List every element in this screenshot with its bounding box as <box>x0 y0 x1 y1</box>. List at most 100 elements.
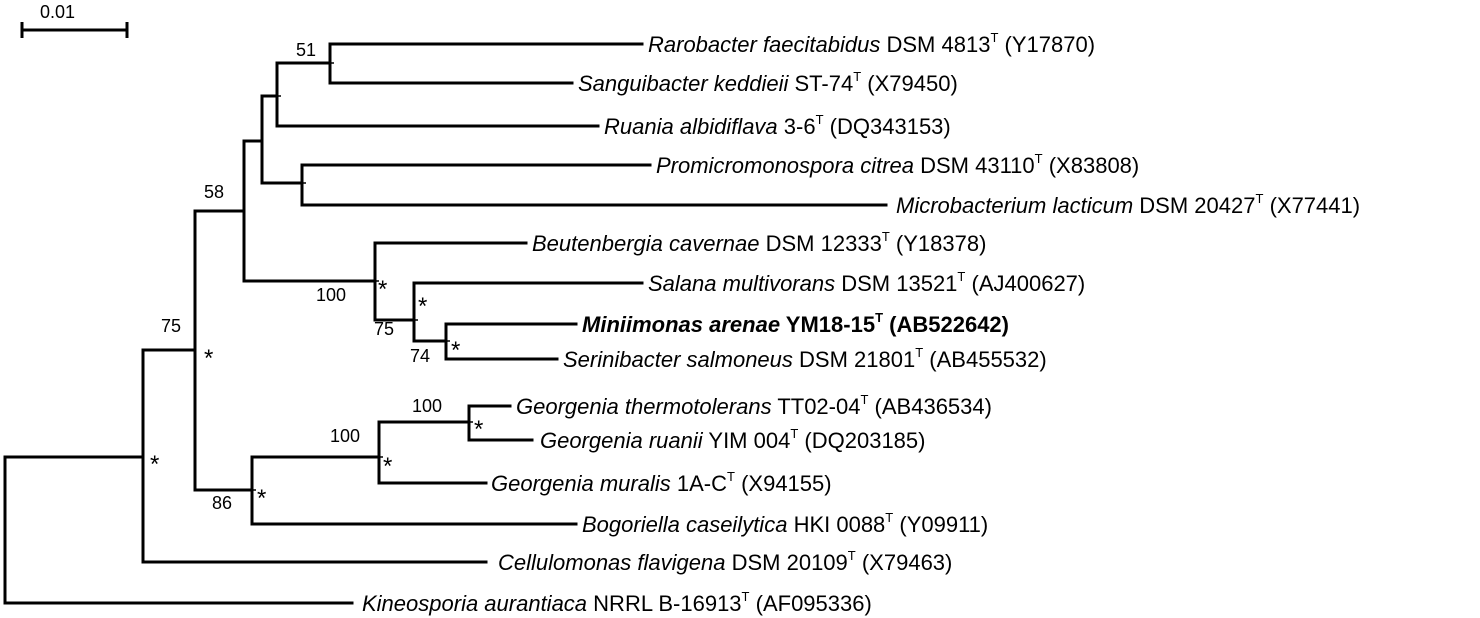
taxon-strain: DSM 20427 <box>1139 193 1255 218</box>
type-strain-mark: T <box>727 469 735 484</box>
bootstrap-value: 75 <box>374 319 394 339</box>
taxon-label: Bogoriella caseilytica HKI 0088T (Y09911… <box>582 510 988 537</box>
taxon-strain: DSM 13521 <box>841 271 957 296</box>
type-strain-mark: T <box>848 548 856 563</box>
taxon-species: Georgenia ruanii <box>540 428 704 453</box>
node-74-miniimonas <box>444 322 578 361</box>
type-strain-mark: T <box>860 392 868 407</box>
taxon-accession: (AF095336) <box>756 591 872 616</box>
taxon-species: Georgenia thermotolerans <box>516 394 772 419</box>
taxon-accession: (X94155) <box>741 471 832 496</box>
node-marker: * <box>378 276 387 303</box>
taxon-species: Cellulomonas flavigena <box>498 550 725 575</box>
bootstrap-value: 100 <box>330 426 360 446</box>
node-markers: * * * * * * * * <box>150 276 483 512</box>
type-strain-mark: T <box>816 112 824 127</box>
taxon-label: Kineosporia aurantiaca NRRL B-16913T (AF… <box>362 589 872 616</box>
node-marker: * <box>418 293 427 320</box>
node-75-salana <box>412 281 644 343</box>
type-strain-mark: T <box>885 510 893 525</box>
taxon-strain: 3-6 <box>784 114 816 139</box>
type-strain-mark: T <box>957 269 965 284</box>
taxon-accession: (Y09911) <box>899 512 988 537</box>
scale-bar-label: 0.01 <box>40 2 75 22</box>
taxon-accession: (X79450) <box>867 71 958 96</box>
taxon-strain: 1A-C <box>677 471 727 496</box>
taxon-accession: (X77441) <box>1270 193 1361 218</box>
taxon-label: Beutenbergia cavernae DSM 12333T (Y18378… <box>532 229 986 256</box>
taxon-label: Cellulomonas flavigena DSM 20109T (X7946… <box>498 548 952 575</box>
taxon-accession: (X83808) <box>1049 153 1140 178</box>
taxon-strain: DSM 20109 <box>732 550 848 575</box>
taxon-strain: DSM 12333 <box>766 231 882 256</box>
bootstrap-value: 100 <box>412 396 442 416</box>
main-ingroup-node <box>193 209 254 492</box>
taxon-strain: YM18-15 <box>786 312 875 337</box>
taxon-accession: (DQ203185) <box>804 428 925 453</box>
node-ticks <box>252 62 473 491</box>
taxon-label: Georgenia muralis 1A-CT (X94155) <box>491 469 832 496</box>
taxon-label: Microbacterium lacticum DSM 20427T (X774… <box>896 191 1360 218</box>
taxon-strain: DSM 21801 <box>799 347 915 372</box>
scale-bar: 0.01 <box>20 2 129 38</box>
taxon-labels: Rarobacter faecitabidus DSM 4813T (Y1787… <box>362 30 1360 616</box>
tree-branches <box>3 42 888 605</box>
taxon-accession: (X79463) <box>862 550 953 575</box>
taxon-label: Rarobacter faecitabidus DSM 4813T (Y1787… <box>648 30 1095 57</box>
taxon-strain: DSM 43110 <box>920 153 1035 178</box>
taxon-species: Georgenia muralis <box>491 471 671 496</box>
node-100-georgenia <box>377 420 488 485</box>
type-strain-mark: T <box>790 426 798 441</box>
node-58 <box>242 139 377 283</box>
type-strain-mark: T <box>990 30 998 45</box>
taxon-accession: (AB455532) <box>929 347 1046 372</box>
taxon-strain: TT02-04 <box>777 394 860 419</box>
taxon-label: Georgenia thermotolerans TT02-04T (AB436… <box>516 392 992 419</box>
promicromonospora-node <box>300 163 888 207</box>
taxon-accession: (Y17870) <box>1005 32 1096 57</box>
node-marker: * <box>474 416 483 443</box>
node-marker: * <box>451 337 460 364</box>
bootstrap-value: 74 <box>410 346 430 366</box>
taxon-strain: DSM 4813 <box>886 32 990 57</box>
type-strain-mark: T <box>882 229 890 244</box>
taxon-species: Salana multivorans <box>648 271 835 296</box>
taxon-species: Promicromonospora citrea <box>656 153 914 178</box>
taxon-strain: ST-74 <box>795 71 854 96</box>
bootstrap-values: 51 58 100 75 74 75 100 100 86 <box>161 40 442 513</box>
bootstrap-value: 58 <box>204 182 224 202</box>
taxon-accession: (DQ343153) <box>830 114 951 139</box>
taxon-label: Promicromonospora citrea DSM 43110T (X83… <box>656 151 1139 178</box>
root-branch <box>3 455 354 605</box>
taxon-species: Beutenbergia cavernae <box>532 231 760 256</box>
taxon-species: Serinibacter salmoneus <box>563 347 793 372</box>
taxon-species: Kineosporia aurantiaca <box>362 591 587 616</box>
cellulomonas-node <box>141 348 488 564</box>
taxon-species: Miniimonas arenae <box>582 312 780 337</box>
node-marker: * <box>150 451 159 478</box>
bootstrap-value: 51 <box>296 40 316 60</box>
taxon-strain: NRRL B-16913 <box>593 591 741 616</box>
bootstrap-value: 75 <box>161 316 181 336</box>
taxon-label: Sanguibacter keddieii ST-74T (X79450) <box>578 69 958 96</box>
taxon-species: Sanguibacter keddieii <box>578 71 789 96</box>
type-strain-mark: T <box>1035 151 1043 166</box>
taxon-label: Ruania albidiflava 3-6T (DQ343153) <box>604 112 951 139</box>
type-strain-mark: T <box>915 345 923 360</box>
node-51-parent <box>275 61 600 128</box>
node-100-thermotolerans <box>467 404 534 442</box>
taxon-label: Serinibacter salmoneus DSM 21801T (AB455… <box>563 345 1047 372</box>
node-marker: * <box>257 485 266 512</box>
taxon-species: Microbacterium lacticum <box>896 193 1133 218</box>
bootstrap-value: 100 <box>316 285 346 305</box>
node-marker: * <box>383 453 392 480</box>
taxon-label-highlighted: Miniimonas arenae YM18-15T (AB522642) <box>582 310 1009 337</box>
upper-clade-node <box>260 94 304 185</box>
taxon-species: Bogoriella caseilytica <box>582 512 787 537</box>
taxon-species: Ruania albidiflava <box>604 114 778 139</box>
taxon-accession: (AB522642) <box>889 312 1009 337</box>
taxon-label: Salana multivorans DSM 13521T (AJ400627) <box>648 269 1085 296</box>
node-marker: * <box>204 345 213 372</box>
taxon-strain: HKI 0088 <box>794 512 886 537</box>
